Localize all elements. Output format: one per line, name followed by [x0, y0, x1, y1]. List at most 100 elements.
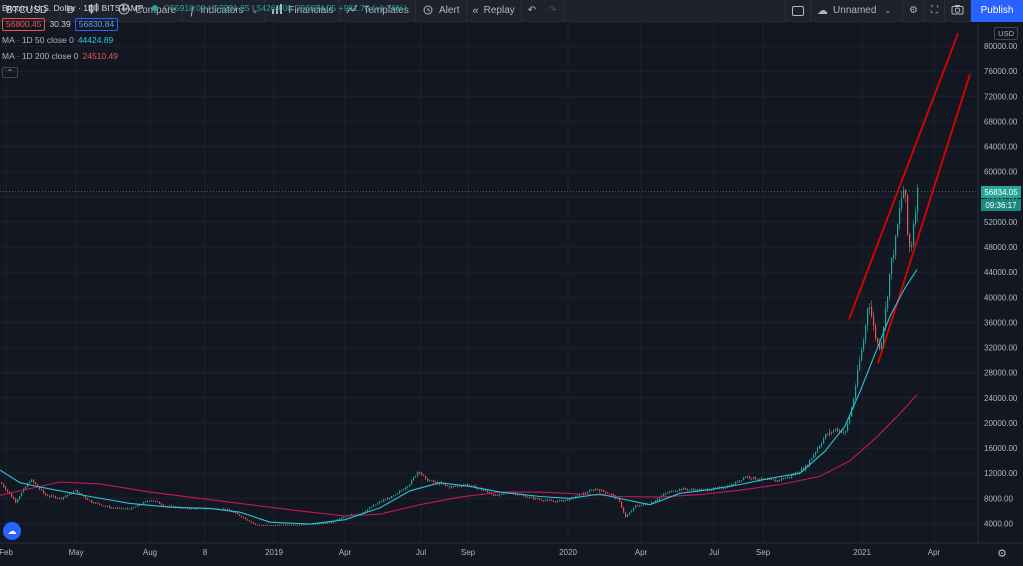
- candle-body: [667, 492, 669, 494]
- currency-label[interactable]: USD: [994, 27, 1018, 40]
- indicators-button[interactable]: ƒ Indicators ⌄: [183, 0, 266, 22]
- cloud-icon: ☁: [817, 5, 829, 17]
- time-tick-label: Jul: [416, 548, 426, 557]
- candle-body: [63, 496, 65, 499]
- candle-body: [741, 480, 743, 481]
- candle-body: [787, 476, 789, 478]
- tradingview-logo[interactable]: ☁: [3, 522, 21, 540]
- snapshot-button[interactable]: [945, 0, 971, 22]
- legend-ma200-row[interactable]: MA · 1D 200 close 0 24510.49: [2, 50, 407, 62]
- candle-body: [629, 512, 631, 515]
- candle-body: [259, 524, 261, 526]
- legend-ma50-row[interactable]: MA · 1D 50 close 0 44424.89: [2, 34, 407, 46]
- candle-body: [237, 513, 239, 515]
- candle-body: [643, 504, 645, 505]
- candle-body: [749, 476, 751, 479]
- candle-body: [279, 524, 281, 526]
- candle-body: [159, 501, 161, 504]
- candlestick-series: [1, 184, 919, 527]
- chart-type-button[interactable]: [82, 0, 112, 22]
- candle-body: [7, 489, 9, 492]
- candle-body: [235, 512, 237, 514]
- replay-button[interactable]: « Replay: [467, 0, 522, 22]
- candle-body: [457, 485, 459, 487]
- low-key: L: [251, 3, 257, 13]
- candle-body: [29, 481, 31, 484]
- redo-button[interactable]: ↷: [542, 0, 564, 22]
- candle-body: [277, 525, 279, 527]
- time-axis: Feb May Aug 8 2019 Apr Jul Sep 2020 Apr Jul Sep 2021…: [0, 542, 1023, 557]
- candle-body: [697, 489, 699, 491]
- settings-button[interactable]: ⚙: [903, 0, 925, 22]
- candle-body: [343, 516, 345, 518]
- collapse-legend-button[interactable]: ⌃: [2, 66, 18, 78]
- candle-body: [289, 524, 291, 526]
- fullscreen-button[interactable]: ⛶: [925, 0, 945, 22]
- candle-body: [879, 342, 881, 349]
- candle-body: [799, 472, 801, 474]
- candle-body: [807, 465, 809, 467]
- candle-body: [169, 505, 171, 507]
- candle-body: [171, 505, 173, 507]
- chart-settings-gear-icon[interactable]: ⚙: [997, 548, 1007, 560]
- financials-button[interactable]: Financials: [265, 0, 341, 22]
- candle-body: [591, 489, 593, 491]
- layout-name: Unnamed: [833, 5, 877, 16]
- price-chart[interactable]: 80000.00 76000.00 72000.00 68000.00 64000.00…: [0, 23, 1023, 566]
- candle-body: [157, 501, 159, 503]
- candle-body: [537, 498, 539, 500]
- gear-icon: ⚙: [909, 5, 918, 16]
- candle-body: [653, 502, 655, 503]
- candle-body: [691, 489, 693, 490]
- candle-body: [269, 525, 271, 526]
- time-tick-label: 8: [203, 548, 208, 557]
- financials-label: Financials: [288, 5, 334, 16]
- candle-body: [865, 325, 867, 341]
- templates-button[interactable]: Templates: [340, 0, 416, 22]
- candle-body: [125, 508, 127, 510]
- candle-body: [863, 340, 865, 351]
- candle-body: [99, 503, 101, 505]
- candle-body: [737, 481, 739, 483]
- candle-body: [53, 495, 55, 497]
- candle-body: [547, 499, 549, 501]
- close-key: C: [294, 3, 301, 13]
- symbol-title[interactable]: Bitcoin / U.S. Dollar · 1D · BITSTAMP: [2, 3, 144, 13]
- price-tick-label: 36000.00: [984, 318, 1018, 327]
- templates-icon: [346, 3, 358, 18]
- candle-body: [607, 493, 609, 494]
- layout-square-button[interactable]: [785, 0, 812, 22]
- buy-button[interactable]: 56830.84: [74, 17, 119, 31]
- candle-body: [89, 500, 91, 501]
- candle-body: [827, 434, 829, 436]
- candle-body: [577, 495, 579, 497]
- price-tick-label: 60000.00: [984, 168, 1018, 177]
- candle-body: [533, 497, 535, 499]
- open-key: O: [163, 3, 171, 13]
- candle-body: [709, 490, 711, 492]
- candle-body: [671, 491, 673, 492]
- candle-body: [401, 490, 403, 492]
- candle-body: [267, 524, 269, 526]
- price-tick-label: 40000.00: [984, 293, 1018, 302]
- candle-body: [369, 507, 371, 510]
- candle-body: [669, 491, 671, 493]
- candle-body: [411, 480, 413, 485]
- sell-button[interactable]: 56800.45: [2, 17, 46, 31]
- candle-body: [105, 505, 107, 507]
- interval-selector[interactable]: D: [60, 0, 82, 22]
- candle-body: [747, 476, 749, 478]
- toolbar-right: ☁ Unnamed ⌄ ⚙ ⛶ Publish: [785, 0, 1023, 22]
- candle-body: [117, 507, 119, 509]
- candle-body: [19, 496, 21, 500]
- undo-button[interactable]: ↶: [522, 0, 542, 22]
- candle-body: [655, 500, 657, 503]
- symbol-search[interactable]: BTCUSD: [0, 0, 60, 22]
- layout-name-button[interactable]: ☁ Unnamed ⌄: [811, 0, 904, 22]
- alert-button[interactable]: Alert: [416, 0, 467, 22]
- candle-body: [67, 494, 69, 496]
- high-value: 57231.35: [214, 3, 250, 13]
- publish-button[interactable]: Publish: [971, 0, 1023, 22]
- candle-body: [383, 499, 385, 502]
- candle-body: [393, 495, 395, 497]
